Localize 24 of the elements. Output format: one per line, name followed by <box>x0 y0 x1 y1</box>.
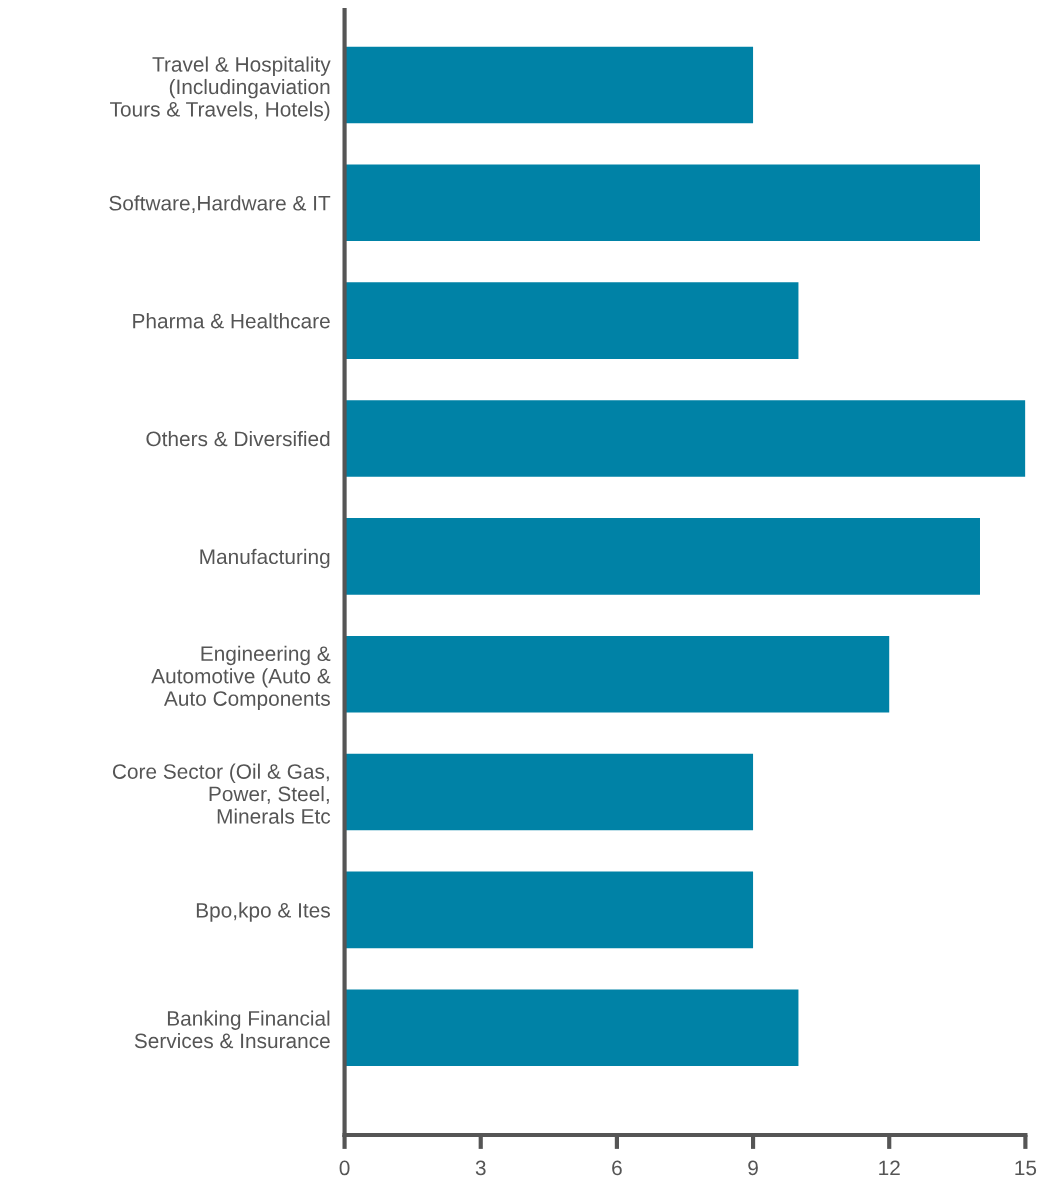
y-tick-label: Pharma & Healthcare <box>133 313 330 329</box>
y-tick-label: Banking Financial Services & Insurance <box>134 1010 330 1049</box>
y-tick-label: Engineering & Automotive (Auto & Auto Components <box>151 645 331 711</box>
bar <box>344 635 890 713</box>
bar <box>344 282 799 359</box>
y-tick-label: Bpo,kpo & Ites <box>196 902 330 922</box>
x-tick-label: 6 <box>612 1160 622 1176</box>
y-tick-label: Others & Diversified <box>146 430 330 447</box>
bar <box>344 400 1026 477</box>
y-tick-label: Travel & Hospitality (Includingaviation Tours & Travels, Hotels) <box>110 56 331 121</box>
y-tick-label: Manufacturing <box>200 548 330 569</box>
bar <box>344 46 754 124</box>
x-tick-label: 0 <box>339 1160 350 1176</box>
x-tick-label: 9 <box>748 1160 758 1176</box>
x-tick-label: 12 <box>879 1160 900 1176</box>
x-tick-label: 3 <box>475 1160 486 1176</box>
bar <box>344 989 799 1067</box>
bar <box>344 871 754 949</box>
bar <box>344 164 980 242</box>
y-tick-label: Software,Hardware & IT <box>109 195 331 214</box>
bar <box>344 753 754 831</box>
x-tick-label: 15 <box>1015 1160 1037 1176</box>
bar <box>344 518 980 595</box>
y-tick-label: Core Sector (Oil & Gas, Power, Steel, Minerals Etc <box>112 763 331 824</box>
